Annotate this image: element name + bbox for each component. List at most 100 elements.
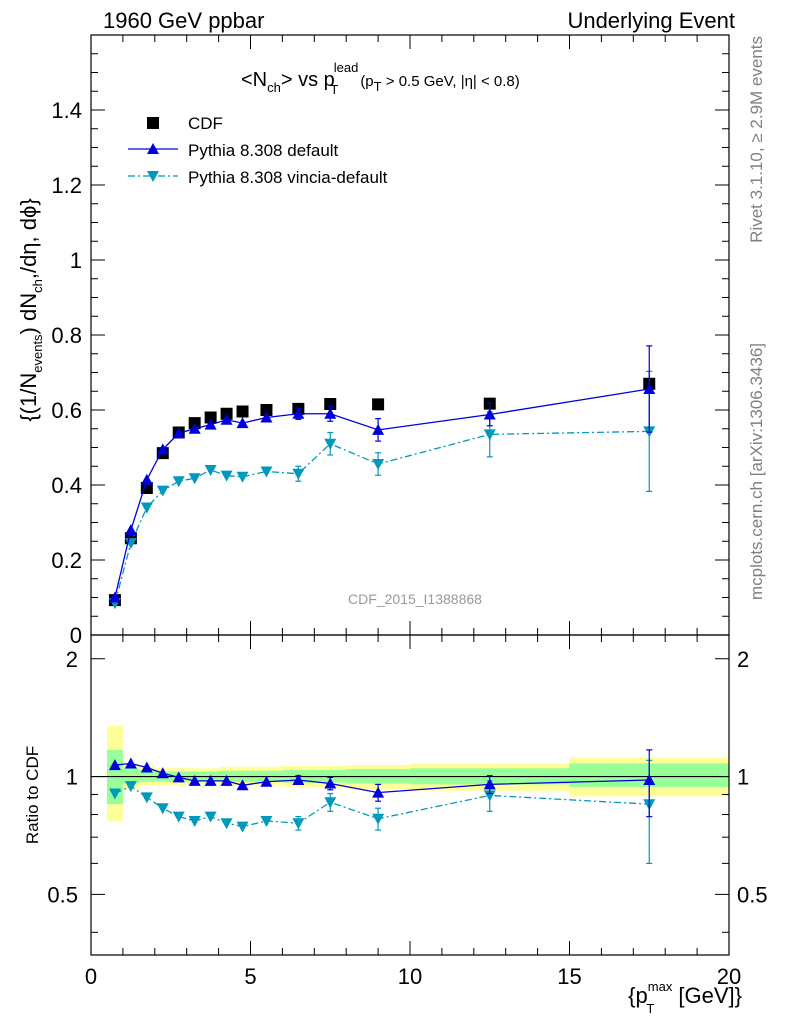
cdf-point xyxy=(236,405,249,418)
x-tick-label: 10 xyxy=(398,964,422,989)
x-tick-label: 15 xyxy=(557,964,581,989)
ratio-default-point xyxy=(140,761,153,773)
ratio-default-point xyxy=(372,786,385,798)
plot-title-cond-sub: T xyxy=(374,79,382,94)
x-tick-label: 20 xyxy=(717,964,741,989)
vincia-point xyxy=(172,476,185,488)
default-point xyxy=(643,383,656,394)
ratio-default-point xyxy=(643,773,656,785)
vincia-point xyxy=(140,502,153,514)
cdf-point xyxy=(204,411,217,424)
ratio-vincia-point xyxy=(204,811,217,823)
ratio-y-tick-label: 1 xyxy=(66,765,78,790)
x-tick-label: 0 xyxy=(85,964,97,989)
default-point xyxy=(260,411,273,423)
legend-vincia-marker xyxy=(147,171,159,182)
cdf-point xyxy=(324,398,337,410)
y-tick-label: 0.8 xyxy=(51,323,82,348)
ratio-y-tick-label-right: 0.5 xyxy=(737,882,768,907)
vincia-point xyxy=(372,459,385,470)
default-point xyxy=(108,591,121,603)
ratio-vincia-point xyxy=(236,821,249,833)
x-label-sub: T xyxy=(646,1001,654,1016)
default-point xyxy=(372,423,385,435)
plot-title-sup: lead xyxy=(334,60,359,75)
default-point xyxy=(188,422,201,434)
legend-vincia-label: Pythia 8.308 vincia-default xyxy=(188,168,388,187)
band-inner-1 xyxy=(122,768,139,784)
ratio-y-tick-label: 2 xyxy=(66,647,78,672)
plot-title-sub: ch xyxy=(267,80,281,95)
ratio-vincia-point xyxy=(124,781,137,793)
ratio-default-point xyxy=(204,774,217,786)
ratio-vincia-point xyxy=(372,813,385,825)
ratio-y-axis-label: Ratio to CDF xyxy=(23,746,42,844)
cdf-point xyxy=(260,404,273,416)
plot-title-cond-b: > 0.5 GeV, |η| < 0.8) xyxy=(382,73,520,90)
y-tick-label: 1.4 xyxy=(51,98,82,123)
x-axis-label: {pmax T [GeV]} xyxy=(628,979,742,1016)
ratio-y-tick-label: 0.5 xyxy=(47,882,78,907)
plot-title-b: > vs p xyxy=(281,69,335,91)
plot-title-sub2: T xyxy=(330,82,338,97)
ratio-vincia-point xyxy=(220,818,233,830)
legend-default-marker xyxy=(147,143,159,154)
default-point xyxy=(220,413,233,425)
default-point xyxy=(124,524,137,535)
default-point xyxy=(172,427,185,439)
y-label-b: ) dN xyxy=(16,293,41,335)
vincia-point xyxy=(220,470,233,482)
vincia-point xyxy=(188,473,201,485)
y-tick-label: 1.2 xyxy=(51,173,82,198)
ratio-vincia-point xyxy=(292,818,305,830)
vincia-point xyxy=(324,438,337,450)
ratio-vincia-point xyxy=(188,815,201,827)
y-tick-label: 0.2 xyxy=(51,548,82,573)
y-label-sub2: ch xyxy=(30,279,45,293)
ratio-vincia-point xyxy=(324,797,337,809)
ratio-default-point xyxy=(172,771,185,783)
ratio-plot-frame xyxy=(90,634,730,956)
default-point xyxy=(140,473,153,485)
x-label-sup: max xyxy=(648,979,673,994)
ratio-default-point xyxy=(292,773,305,785)
default-point xyxy=(204,418,217,430)
default-point xyxy=(236,417,249,429)
x-label-b: [GeV]} xyxy=(672,983,742,1008)
y-label-a: {(1/N xyxy=(16,373,41,422)
header-left: 1960 GeV ppbar xyxy=(103,8,264,33)
default-point xyxy=(483,408,496,420)
vincia-point xyxy=(204,465,217,476)
legend-default-label: Pythia 8.308 default xyxy=(188,141,339,160)
ratio-uncertainty-bands xyxy=(91,725,729,821)
main-plot-frame xyxy=(90,34,730,636)
ratio-vincia-point xyxy=(172,811,185,823)
vincia-line xyxy=(114,430,650,604)
main-y-axis-label: {(1/Nevents) dNch,/dη, dϕ} xyxy=(16,198,45,421)
ratio-y-tick-label-right: 2 xyxy=(737,647,749,672)
y-label-sub1: events xyxy=(30,334,45,373)
vincia-point xyxy=(236,471,249,483)
ratio-vincia-point xyxy=(108,788,121,800)
ratio-default-point xyxy=(324,777,337,789)
ratio-vincia-point xyxy=(156,803,169,815)
y-tick-label: 0 xyxy=(70,623,82,648)
analysis-watermark: CDF_2015_I1388868 xyxy=(348,591,482,607)
y-tick-label: 0.6 xyxy=(51,398,82,423)
mcplots-credit: mcplots.cern.ch [arXiv:1306.3436] xyxy=(747,343,766,600)
x-tick-label: 5 xyxy=(244,964,256,989)
vincia-point xyxy=(483,429,496,441)
ratio-vincia-point xyxy=(140,792,153,804)
ratio-default-point xyxy=(188,774,201,786)
ratio-default-point xyxy=(260,775,273,787)
ratio-default-point xyxy=(483,778,496,790)
plot-title-cond-a: (p xyxy=(360,73,373,90)
ratio-y-tick-label-right: 1 xyxy=(737,765,749,790)
legend-cdf-label: CDF xyxy=(188,114,223,133)
ratio-default-point xyxy=(124,757,137,769)
header-right: Underlying Event xyxy=(567,8,735,33)
default-point xyxy=(324,407,337,419)
y-tick-label: 0.4 xyxy=(51,473,82,498)
x-label-a: {p xyxy=(628,983,648,1008)
